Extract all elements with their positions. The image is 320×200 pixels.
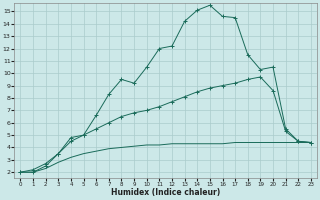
X-axis label: Humidex (Indice chaleur): Humidex (Indice chaleur)	[111, 188, 220, 197]
